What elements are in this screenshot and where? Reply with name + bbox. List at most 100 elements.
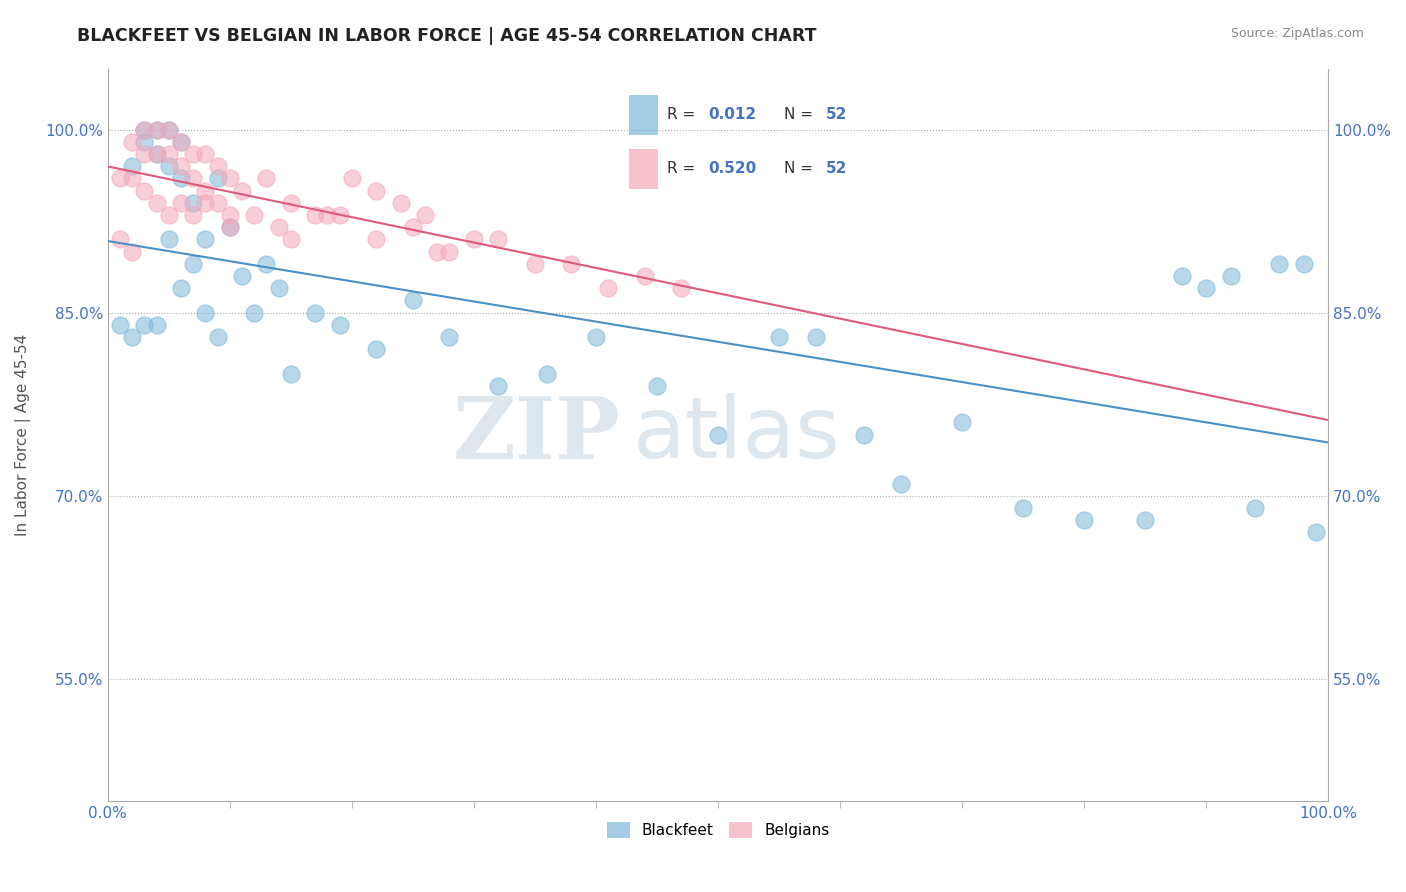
Point [218,171,240,186]
Point [170,195,193,210]
Point [170,171,193,186]
Point [366,343,388,357]
Point [170,281,193,295]
Point [231,184,253,198]
Point [366,232,388,246]
Point [194,232,217,246]
Point [194,147,217,161]
Point [218,220,240,235]
Point [181,195,204,210]
Point [280,232,302,246]
Point [194,195,217,210]
Point [134,184,156,198]
Point [145,147,167,161]
Point [121,135,143,149]
Point [1012,500,1035,515]
Point [329,208,352,222]
Point [134,122,156,136]
Point [157,122,180,136]
Point [1219,268,1241,283]
Point [853,427,876,442]
Point [134,147,156,161]
Point [207,159,229,173]
Point [645,379,668,393]
Point [1133,513,1156,527]
Point [157,232,180,246]
Point [598,281,620,295]
Point [890,476,912,491]
Point [121,159,143,173]
Point [707,427,730,442]
Point [486,232,509,246]
Point [170,135,193,149]
Point [181,257,204,271]
Point [145,122,167,136]
Point [145,318,167,332]
Point [181,208,204,222]
Point [585,330,607,344]
Point [304,208,326,222]
Point [304,305,326,319]
Point [280,367,302,381]
Point [145,122,167,136]
Point [340,171,363,186]
Text: BLACKFEET VS BELGIAN IN LABOR FORCE | AGE 45-54 CORRELATION CHART: BLACKFEET VS BELGIAN IN LABOR FORCE | AG… [77,27,817,45]
Text: ZIP: ZIP [453,392,620,476]
Point [280,195,302,210]
Legend: Blackfeet, Belgians: Blackfeet, Belgians [600,816,835,845]
Point [329,318,352,332]
Point [536,367,558,381]
Text: Source: ZipAtlas.com: Source: ZipAtlas.com [1230,27,1364,40]
Point [254,171,277,186]
Point [1244,500,1267,515]
Point [254,257,277,271]
Point [1292,257,1315,271]
Point [108,232,131,246]
Point [157,208,180,222]
Point [316,208,339,222]
Point [157,159,180,173]
Point [181,171,204,186]
Point [134,318,156,332]
Point [560,257,582,271]
Point [121,244,143,259]
Point [157,147,180,161]
Point [267,220,290,235]
Point [218,220,240,235]
Point [145,147,167,161]
Point [194,305,217,319]
Point [402,293,425,308]
Point [439,244,461,259]
Point [523,257,546,271]
Point [157,122,180,136]
Point [671,281,693,295]
Point [486,379,509,393]
Point [950,416,973,430]
Point [413,208,436,222]
Point [170,159,193,173]
Point [121,330,143,344]
Point [804,330,827,344]
Point [243,208,266,222]
Point [463,232,485,246]
Point [402,220,425,235]
Point [207,330,229,344]
Point [768,330,790,344]
Y-axis label: In Labor Force | Age 45-54: In Labor Force | Age 45-54 [15,334,31,536]
Point [366,184,388,198]
Point [243,305,266,319]
Point [207,171,229,186]
Point [108,171,131,186]
Point [1073,513,1095,527]
Point [634,268,657,283]
Point [267,281,290,295]
Point [108,318,131,332]
Point [134,122,156,136]
Point [207,195,229,210]
Point [145,195,167,210]
Point [389,195,412,210]
Point [170,135,193,149]
Point [439,330,461,344]
Point [231,268,253,283]
Point [218,208,240,222]
